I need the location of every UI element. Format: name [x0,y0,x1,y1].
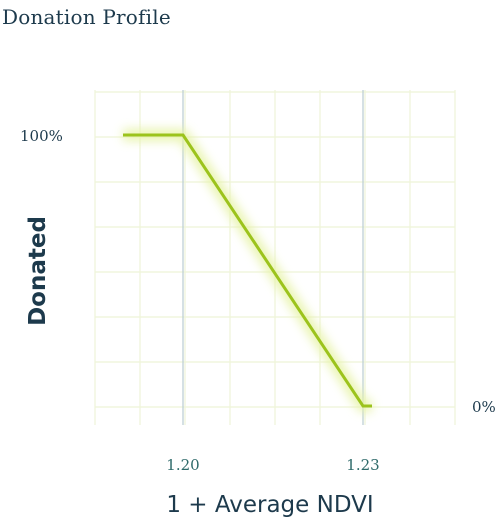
y-value-label: 0% [472,398,496,416]
chart-title: Donation Profile [2,5,171,29]
series-line [123,133,372,408]
axis-labels: 1.20 1.23 100% 0% [20,127,496,474]
x-axis-label: 1 + Average NDVI [166,492,374,518]
y-value-label: 100% [20,127,63,145]
y-axis-label: Donated [25,216,51,326]
series [123,129,372,412]
x-tick-label: 1.23 [346,456,379,474]
x-tick-label: 1.20 [166,456,199,474]
